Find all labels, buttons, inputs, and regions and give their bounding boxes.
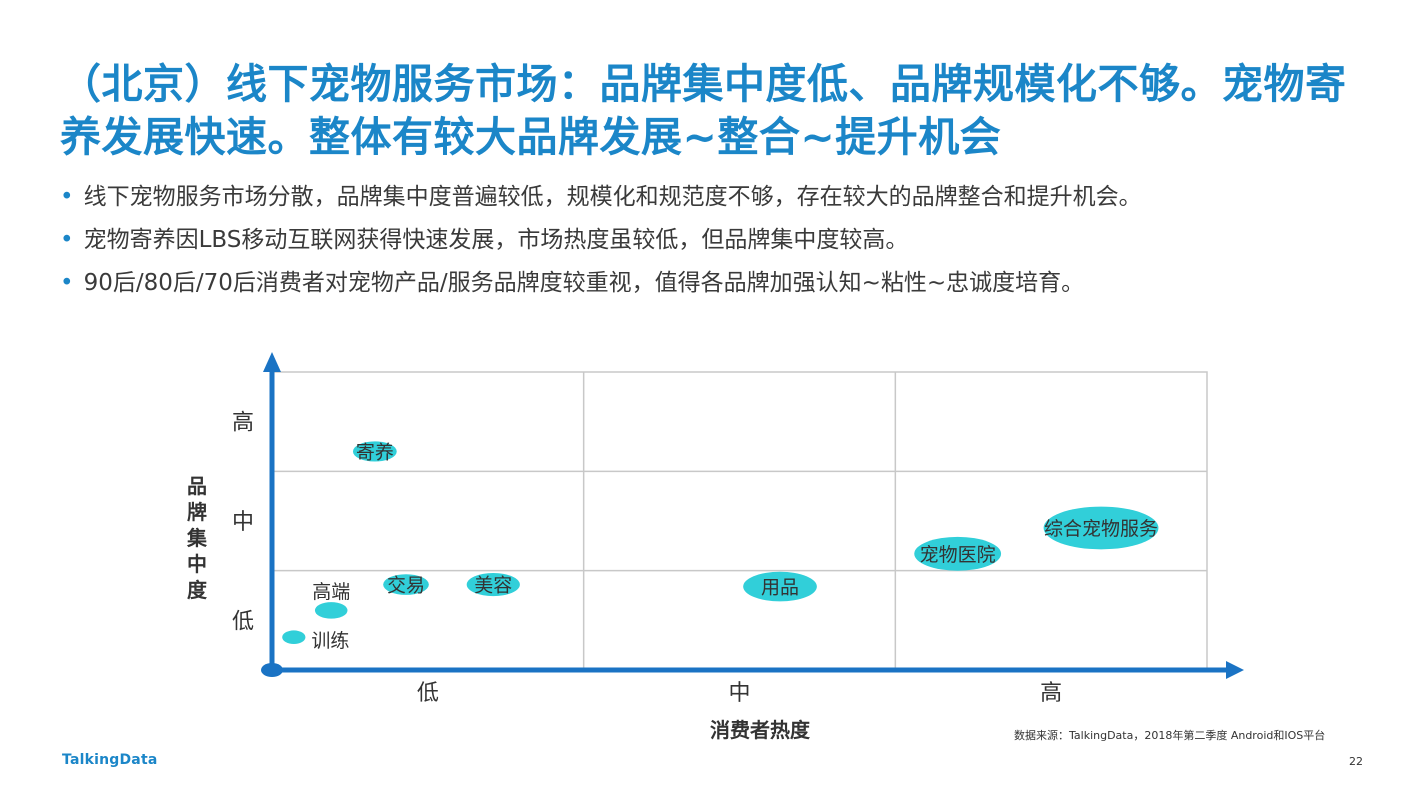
bubble-label: 综合宠物服务 bbox=[1044, 518, 1158, 540]
chart-labels: 低中高低中高消费者热度品牌集中度寄养交易 美容高端训练用品宠物医院综合宠物服务 bbox=[186, 411, 1158, 742]
bubble-point bbox=[383, 574, 429, 595]
bubble-point bbox=[743, 571, 817, 602]
bullet-dot-icon: • bbox=[60, 270, 74, 296]
page-title: （北京）线下宠物服务市场：品牌集中度低、品牌规模化不够。宠物寄养发展快速。整体有… bbox=[60, 60, 1347, 161]
bubble-point bbox=[282, 630, 306, 645]
chart-bubbles bbox=[282, 441, 1159, 645]
y-axis-arrow-icon bbox=[263, 352, 281, 372]
x-axis-title: 消费者热度 bbox=[710, 718, 811, 742]
bullet-item: • 宠物寄养因LBS移动互联网获得快速发展，市场热度虽较低，但品牌集中度较高。 bbox=[60, 219, 1390, 262]
bubble-point bbox=[352, 441, 397, 462]
bullet-dot-icon: • bbox=[60, 227, 74, 253]
page-number: 22 bbox=[1349, 755, 1363, 768]
axis-origin-dot bbox=[261, 663, 283, 677]
y-tick-label: 中 bbox=[232, 510, 254, 535]
x-axis-arrow-icon bbox=[1226, 661, 1244, 679]
bullet-text: 宠物寄养因LBS移动互联网获得快速发展，市场热度虽较低，但品牌集中度较高。 bbox=[83, 227, 909, 253]
bubble-label: 交易 bbox=[387, 575, 425, 597]
bubble-label: 训练 bbox=[311, 630, 349, 652]
x-tick-label: 高 bbox=[1040, 681, 1062, 706]
bubble-label: 美容 bbox=[474, 575, 512, 597]
bubble-label: 寄养 bbox=[356, 441, 394, 463]
talkingdata-logo: TalkingData bbox=[62, 752, 158, 768]
bullet-item: • 90后/80后/70后消费者对宠物产品/服务品牌度较重视，值得各品牌加强认知~… bbox=[60, 262, 1390, 305]
x-tick-label: 低 bbox=[417, 681, 439, 706]
bubble-label: 高端 bbox=[312, 581, 350, 603]
bubble-label: 用品 bbox=[761, 577, 799, 599]
bullet-text: 线下宠物服务市场分散，品牌集中度普遍较低，规模化和规范度不够，存在较大的品牌整合… bbox=[83, 184, 1142, 210]
y-tick-label: 低 bbox=[232, 609, 254, 634]
bubble-point bbox=[466, 573, 520, 597]
bubble-point bbox=[914, 536, 1002, 571]
chart-axes bbox=[261, 352, 1244, 679]
bubble-label: 宠物医院 bbox=[920, 544, 996, 566]
bubble-point bbox=[1043, 506, 1159, 550]
bullet-dot-icon: • bbox=[60, 184, 74, 210]
data-source-note: 数据来源：TalkingData，2018年第二季度 Android和IOS平台 bbox=[1014, 729, 1326, 742]
y-axis-title: 品牌集中度 bbox=[186, 474, 208, 602]
bullet-list: • 线下宠物服务市场分散，品牌集中度普遍较低，规模化和规范度不够，存在较大的品牌整… bbox=[60, 176, 1390, 305]
bullet-text: 90后/80后/70后消费者对宠物产品/服务品牌度较重视，值得各品牌加强认知~粘… bbox=[83, 270, 1085, 296]
y-tick-label: 高 bbox=[232, 411, 254, 436]
bubble-point bbox=[314, 602, 348, 619]
x-tick-label: 中 bbox=[728, 681, 750, 706]
bullet-item: • 线下宠物服务市场分散，品牌集中度普遍较低，规模化和规范度不够，存在较大的品牌整… bbox=[60, 176, 1390, 219]
